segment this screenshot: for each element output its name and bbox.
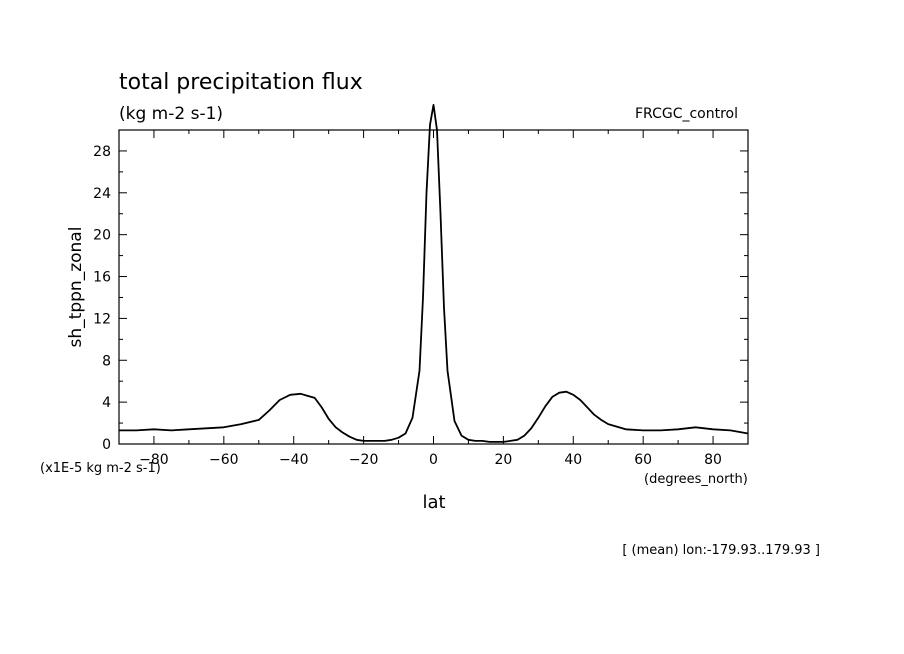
x-tick-label: 60 <box>634 452 652 468</box>
x-tick-labels: −80 −60 −40 −20 0 20 40 60 80 <box>139 452 722 468</box>
y-tick-label: 12 <box>93 311 111 327</box>
y-tick-label: 20 <box>93 228 111 244</box>
x-tick-label: 20 <box>494 452 512 468</box>
y-tick-labels: 0 4 8 12 16 20 24 28 <box>93 144 111 453</box>
footnote: [ (mean) lon:-179.93..179.93 ] <box>622 543 820 558</box>
x-units-label: (degrees_north) <box>644 472 748 487</box>
x-tick-label: −80 <box>139 452 169 468</box>
chart-subtitle: (kg m-2 s-1) <box>119 104 223 124</box>
y-tick-label: 0 <box>102 437 111 453</box>
y-tick-label: 28 <box>93 144 111 160</box>
y-units-label: (x1E-5 kg m-2 s-1) <box>40 461 161 476</box>
y-axis-label: sh_tppn_zonal <box>66 227 86 348</box>
x-tick-label: −40 <box>279 452 309 468</box>
x-tick-label: 80 <box>704 452 722 468</box>
y-tick-label: 24 <box>93 186 111 202</box>
y-tick-label: 4 <box>102 395 111 411</box>
axis-ticks <box>118 129 749 445</box>
x-tick-label: −20 <box>349 452 379 468</box>
x-tick-label: 0 <box>429 452 438 468</box>
x-tick-label: 40 <box>564 452 582 468</box>
chart-title: total precipitation flux <box>119 70 363 95</box>
x-tick-label: −60 <box>209 452 239 468</box>
run-label: FRCGC_control <box>635 106 738 122</box>
series-line <box>119 104 749 443</box>
y-tick-label: 16 <box>93 270 111 286</box>
y-tick-label: 8 <box>102 353 111 369</box>
x-axis-label: lat <box>422 492 445 513</box>
